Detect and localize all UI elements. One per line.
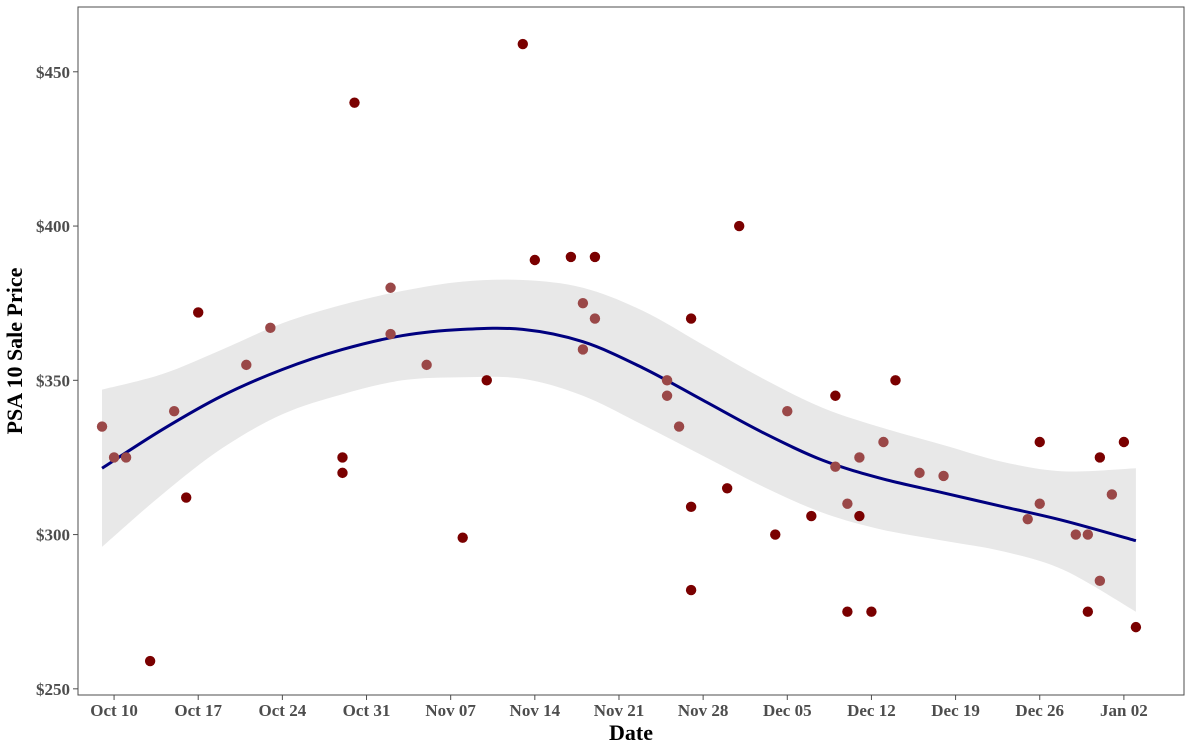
data-point	[661, 390, 673, 401]
y-tick-label: $250	[36, 680, 70, 699]
x-tick-label: Oct 17	[174, 701, 222, 720]
data-point	[806, 510, 817, 522]
y-tick-label: $400	[36, 217, 70, 236]
data-point	[193, 307, 204, 318]
data-point	[782, 405, 793, 417]
data-point	[1094, 452, 1106, 463]
x-tick-label: Dec 19	[931, 701, 980, 720]
x-tick-label: Dec 05	[763, 701, 812, 720]
confidence-band-layer	[102, 279, 1136, 612]
data-point	[734, 220, 745, 232]
data-point	[96, 421, 108, 432]
data-point	[890, 375, 901, 386]
data-point	[337, 452, 348, 463]
data-point	[854, 510, 865, 522]
data-point	[120, 452, 132, 463]
data-points-layer	[96, 38, 1142, 667]
data-point	[842, 606, 853, 617]
data-point	[878, 436, 889, 448]
data-point	[241, 359, 252, 371]
x-axis: Oct 10 Oct 17 Oct 24 Oct 31 Nov 07 Nov 14 Nov …	[90, 695, 1148, 720]
data-point	[385, 282, 396, 293]
x-tick-label: Nov 28	[678, 701, 729, 720]
x-tick-label: Dec 26	[1015, 701, 1064, 720]
data-point	[685, 313, 697, 324]
data-point	[685, 584, 697, 596]
data-point	[457, 532, 468, 543]
y-axis: $250 $300 $350 $400 $450	[36, 63, 78, 699]
data-point	[830, 390, 841, 401]
y-tick-label: $350	[36, 371, 70, 390]
data-point	[914, 467, 925, 479]
x-axis-title: Date	[609, 720, 653, 745]
data-point	[481, 375, 492, 386]
data-point	[1034, 498, 1045, 509]
data-point	[1106, 489, 1118, 500]
x-tick-label: Nov 21	[594, 701, 645, 720]
x-tick-label: Oct 10	[90, 701, 138, 720]
data-point	[337, 467, 348, 479]
data-point	[1070, 529, 1082, 540]
data-point	[854, 452, 865, 463]
data-point	[589, 313, 601, 324]
trend-line-layer	[101, 326, 1137, 543]
confidence-band	[102, 279, 1136, 612]
y-axis-title: PSA 10 Sale Price	[2, 267, 27, 434]
data-point	[265, 322, 276, 334]
data-point	[1022, 513, 1033, 525]
trend-line	[101, 326, 1137, 543]
data-point	[866, 606, 877, 617]
data-point	[385, 328, 396, 340]
data-point	[842, 498, 853, 509]
y-tick-label: $450	[36, 63, 70, 82]
data-point	[577, 297, 589, 309]
data-point	[830, 461, 841, 472]
x-tick-label: Oct 31	[343, 701, 391, 720]
plot-panel-border	[77, 6, 1185, 696]
data-point	[685, 501, 697, 512]
data-point	[517, 38, 528, 50]
data-point	[673, 421, 685, 432]
data-point	[661, 375, 673, 386]
data-point	[1130, 621, 1142, 633]
data-point	[1082, 606, 1094, 617]
data-point	[770, 529, 781, 540]
data-point	[938, 470, 949, 482]
data-point	[589, 251, 601, 263]
data-point	[577, 344, 589, 355]
data-point	[421, 359, 432, 371]
data-point	[529, 254, 541, 266]
data-point	[1034, 436, 1045, 448]
y-tick-label: $300	[36, 526, 70, 545]
data-point	[721, 483, 733, 494]
data-point	[168, 405, 180, 417]
data-point	[108, 452, 120, 463]
x-tick-label: Dec 12	[847, 701, 896, 720]
data-point	[181, 492, 192, 503]
x-tick-label: Nov 07	[425, 701, 476, 720]
data-point	[1082, 529, 1094, 540]
x-tick-label: Oct 24	[259, 701, 307, 720]
data-point	[1094, 575, 1106, 587]
data-point	[565, 251, 577, 263]
data-point	[144, 655, 156, 667]
data-point	[1118, 436, 1130, 448]
data-point	[349, 97, 360, 108]
x-tick-label: Jan 02	[1100, 701, 1148, 720]
x-tick-label: Nov 14	[510, 701, 561, 720]
